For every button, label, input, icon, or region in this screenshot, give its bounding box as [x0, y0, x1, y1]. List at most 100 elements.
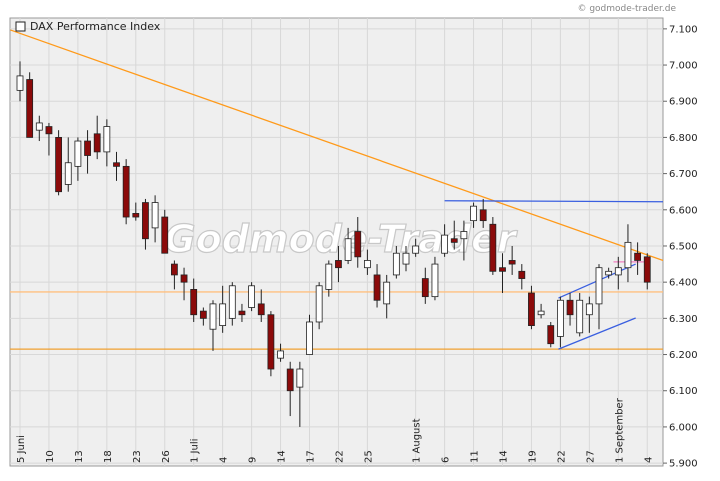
candle-body	[634, 252, 641, 261]
candle-body	[132, 213, 140, 218]
candle-body	[257, 303, 265, 316]
chart-title: DAX Performance Index	[30, 20, 161, 33]
x-tick-label: 11	[470, 450, 481, 463]
candle-body	[26, 79, 34, 138]
watermark: Godmode-Trader	[164, 217, 517, 261]
x-tick-label: 4	[643, 457, 654, 463]
candle-body	[547, 325, 555, 345]
candle-body	[354, 231, 362, 258]
y-tick-label: 6.100	[669, 386, 698, 397]
candle-body	[219, 303, 227, 326]
y-tick-label: 6.300	[669, 314, 698, 325]
candle-body	[35, 122, 43, 131]
candle-body	[479, 209, 487, 222]
y-tick-label: 6.200	[669, 350, 698, 361]
candle-body	[363, 260, 371, 269]
candle-body	[209, 303, 217, 330]
x-tick-label: 13	[74, 450, 85, 463]
x-tick-label: 22	[556, 450, 567, 463]
candle-body	[499, 267, 506, 272]
candle-body	[335, 260, 342, 269]
candle-body	[489, 223, 497, 272]
x-tick-label: 10	[45, 450, 56, 463]
trend-line	[10, 29, 663, 262]
candle-body	[199, 310, 207, 319]
candle-body	[74, 140, 82, 167]
candle-body	[537, 310, 545, 316]
y-tick-label: 7.100	[669, 24, 698, 35]
y-tick-label: 6.000	[669, 422, 698, 433]
candle-body	[614, 267, 622, 276]
plot-area	[9, 17, 664, 467]
trend-line	[444, 200, 663, 203]
x-tick-label: 1 September	[614, 397, 625, 463]
x-tick-label: 22	[334, 450, 345, 463]
candle-body	[55, 137, 62, 193]
candle-body	[64, 162, 72, 185]
candle-body	[585, 303, 593, 316]
candle-body	[402, 252, 410, 265]
candle-body	[605, 270, 613, 276]
y-tick-label: 5.900	[669, 459, 698, 470]
x-tick-label: 14	[499, 450, 510, 463]
x-tick-label: 18	[103, 450, 114, 463]
y-tick-label: 6.800	[669, 133, 698, 144]
candle-body	[315, 285, 323, 323]
candle-body	[170, 263, 178, 276]
candle-body	[373, 274, 381, 301]
x-tick-label: 17	[306, 450, 317, 463]
candle-body	[624, 241, 632, 269]
candle-body	[228, 285, 236, 319]
candle-body	[576, 299, 584, 334]
overlays	[10, 29, 663, 350]
candle-body	[392, 252, 400, 276]
candle-body	[383, 281, 391, 305]
candle-body	[518, 270, 526, 279]
candle-body	[450, 238, 458, 243]
candle-body	[113, 162, 120, 167]
y-tick-label: 6.500	[669, 241, 698, 252]
candle-body	[595, 267, 603, 305]
x-tick-label: 1 Juli	[190, 439, 201, 463]
candle-body	[93, 133, 101, 153]
candle-body	[508, 260, 516, 265]
candle-body	[142, 202, 149, 240]
candles	[16, 61, 651, 427]
candle-body	[557, 299, 564, 337]
y-tick-label: 6.600	[669, 205, 698, 216]
candle-body	[412, 245, 420, 254]
candle-body	[122, 165, 130, 218]
x-tick-label: 26	[161, 450, 172, 463]
candle-body	[45, 126, 53, 135]
x-tick-label: 9	[248, 457, 259, 463]
candle-body	[528, 292, 535, 326]
candle-body	[286, 368, 294, 392]
candle-body	[431, 263, 439, 298]
trend-line	[558, 317, 636, 350]
y-tick-label: 6.400	[669, 278, 698, 289]
candle-body	[161, 216, 169, 254]
y-tick-label: 7.000	[669, 61, 698, 72]
candle-body	[470, 205, 477, 222]
legend-box	[15, 21, 26, 32]
candle-body	[460, 231, 468, 240]
candle-body	[441, 234, 449, 254]
candle-body	[325, 263, 333, 290]
candle-body	[566, 299, 574, 316]
y-tick-label: 6.900	[669, 97, 698, 108]
candle-body	[180, 274, 188, 283]
candle-body	[84, 140, 91, 156]
source: © godmode-trader.de	[577, 4, 676, 14]
candle-body	[344, 238, 352, 261]
candle-body	[151, 202, 159, 229]
candle-body	[190, 289, 198, 316]
candle-body	[306, 321, 313, 355]
x-tick-label: 5 Juni	[16, 435, 27, 463]
candle-body	[277, 350, 284, 359]
candle-body	[267, 314, 275, 370]
candle-body	[421, 278, 429, 298]
candle-body	[238, 310, 246, 316]
x-tick-label: 19	[527, 450, 538, 463]
x-tick-label: 25	[363, 450, 374, 463]
